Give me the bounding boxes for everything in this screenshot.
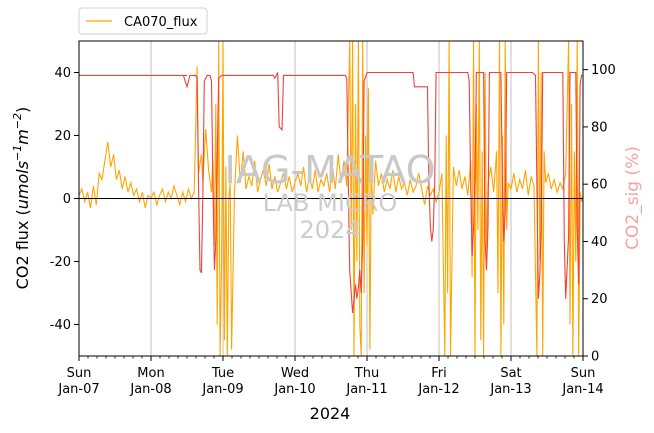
x-tick-label-weekday: Sat: [500, 366, 521, 381]
y-label-sup2: −2: [11, 113, 24, 129]
legend-label: CA070_flux: [124, 15, 198, 30]
legend-box: [78, 7, 208, 35]
y-tick-label-right: 100: [591, 63, 616, 78]
y-tick-label-left: -20: [50, 255, 71, 270]
axis-layer: 40200-20-40100806040200SunJan-07MonJan-0…: [50, 63, 616, 397]
y-tick-label-right: 0: [591, 350, 599, 365]
x-tick-label-date: Jan-08: [129, 382, 171, 397]
y-tick-label-right: 20: [591, 292, 608, 307]
x-tick-label-weekday: Thu: [354, 366, 379, 381]
x-tick-label-date: Jan-13: [489, 382, 531, 397]
x-tick-label-date: Jan-11: [345, 382, 387, 397]
y-tick-label-left: 20: [54, 129, 71, 144]
x-tick-label-date: Jan-09: [201, 382, 243, 397]
x-tick-label-date: Jan-12: [417, 382, 459, 397]
y-tick-label-right: 60: [591, 178, 608, 193]
y-label-var: umols: [13, 161, 32, 209]
y-label-base: CO2 flux (: [13, 209, 32, 289]
x-axis-label: 2024: [310, 404, 351, 423]
y-label-close: ): [13, 107, 32, 113]
y-tick-label-right: 40: [591, 235, 608, 250]
y-tick-label-right: 80: [591, 120, 608, 135]
x-tick-label-date: Jan-14: [561, 382, 603, 397]
y-label-sup1: −1: [11, 145, 24, 161]
watermark-line-3: 2024: [299, 216, 360, 244]
series-layer: [78, 40, 584, 357]
x-tick-label-date: Jan-10: [273, 382, 315, 397]
legend: CA070_flux: [78, 7, 208, 35]
y-axis-label-left: CO2 flux (umols−1m−2): [11, 107, 32, 290]
x-tick-label-date: Jan-07: [57, 382, 99, 397]
y-axis-label-right: CO2_sig (%): [623, 146, 643, 250]
watermark-line-2: LAB MICRO: [263, 189, 398, 217]
x-tick-label-weekday: Sun: [571, 366, 596, 381]
watermark: IAG-MATAO LAB MICRO 2024: [224, 148, 435, 244]
watermark-line-1: IAG-MATAO: [224, 148, 435, 192]
x-tick-label-weekday: Sun: [67, 366, 92, 381]
y-label-var2: m: [13, 129, 32, 145]
y-tick-label-left: 40: [54, 66, 71, 81]
y-tick-label-left: -40: [50, 318, 71, 333]
x-tick-label-weekday: Wed: [281, 366, 309, 381]
x-tick-label-weekday: Fri: [431, 366, 447, 381]
series-line-signal: [79, 71, 583, 314]
x-tick-label-weekday: Tue: [211, 366, 234, 381]
y-tick-label-left: 0: [63, 192, 71, 207]
x-tick-label-weekday: Mon: [137, 366, 164, 381]
